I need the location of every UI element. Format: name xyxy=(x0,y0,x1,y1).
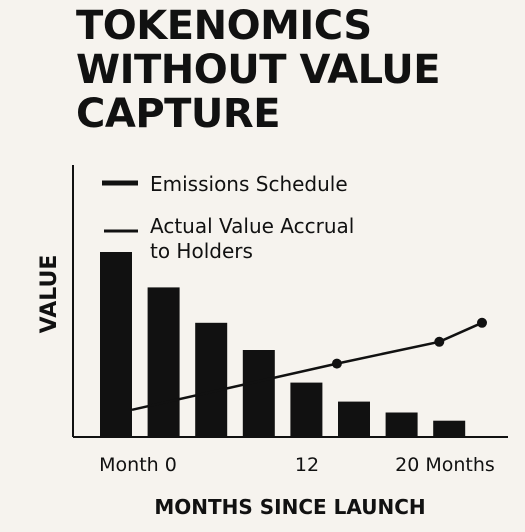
chart-title-line-3: CAPTURE xyxy=(76,91,281,137)
emissions-bar xyxy=(100,252,132,437)
chart-title: TOKENOMICS WITHOUT VALUE CAPTURE xyxy=(76,4,516,136)
emissions-bars xyxy=(100,252,466,437)
legend-label-value-accrual: Actual Value Accrual to Holders xyxy=(150,214,361,263)
value-accrual-series xyxy=(131,317,487,412)
value-accrual-point xyxy=(434,336,445,347)
chart-title-line-2: WITHOUT VALUE xyxy=(76,47,441,93)
emissions-bar xyxy=(385,412,418,437)
x-tick-label: 20 Months xyxy=(395,454,495,476)
emissions-bar xyxy=(433,420,466,437)
chart-title-line-1: TOKENOMICS xyxy=(76,3,372,49)
x-tick-labels: Month 0 12 20 Months xyxy=(99,454,495,476)
emissions-bar xyxy=(242,350,275,437)
value-accrual-point xyxy=(477,317,487,328)
x-tick-label: Month 0 xyxy=(99,454,177,476)
value-accrual-line xyxy=(131,321,483,412)
value-accrual-point xyxy=(331,358,342,369)
emissions-bar xyxy=(290,382,323,437)
x-axis-label: MONTHS SINCE LAUNCH xyxy=(154,495,425,519)
emissions-bar xyxy=(338,401,370,437)
emissions-bar xyxy=(147,287,180,437)
emissions-bar xyxy=(195,322,228,437)
y-axis-label: VALUE xyxy=(37,255,62,334)
legend-label-emissions: Emissions Schedule xyxy=(150,172,348,196)
legend: Emissions Schedule Actual Value Accrual … xyxy=(102,172,361,263)
x-tick-label: 12 xyxy=(295,454,319,476)
